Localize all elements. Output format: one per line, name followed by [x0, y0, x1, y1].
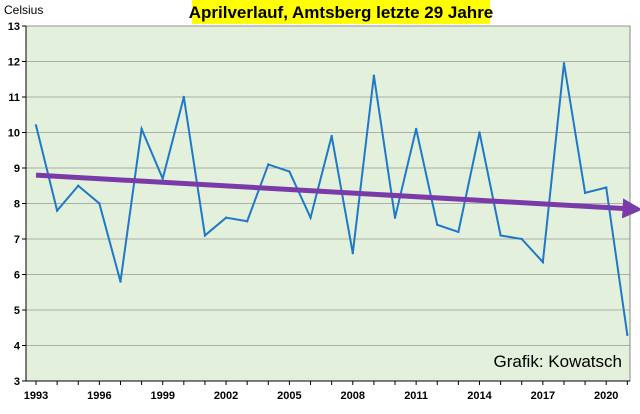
data-point-2010: [393, 216, 397, 219]
data-point-2000: [182, 95, 186, 99]
y-tick-label-12: 12: [8, 57, 20, 69]
data-point-2017: [541, 260, 545, 264]
y-tick-label-6: 6: [14, 270, 20, 282]
data-point-2003: [245, 220, 249, 223]
data-point-2020: [605, 186, 608, 189]
x-tick-label-2011: 2011: [404, 390, 428, 402]
y-tick-label-9: 9: [14, 163, 20, 175]
chart-title: Aprilverlauf, Amtsberg letzte 29 Jahre: [189, 3, 494, 22]
y-tick-label-5: 5: [14, 305, 20, 317]
data-point-2016: [520, 237, 523, 241]
y-tick-label-11: 11: [8, 92, 20, 104]
data-point-2004: [267, 163, 270, 166]
data-point-2019: [583, 191, 587, 195]
data-point-1996: [98, 202, 101, 205]
x-tick-label-2017: 2017: [531, 390, 555, 402]
x-tick-label-2014: 2014: [467, 390, 492, 402]
data-point-1998: [140, 127, 143, 131]
data-point-2007: [330, 134, 333, 138]
y-tick-label-4: 4: [14, 341, 21, 353]
y-tick-label-3: 3: [14, 376, 20, 388]
data-point-2014: [478, 131, 481, 134]
y-axis-label: Celsius: [4, 3, 43, 17]
x-tick-label-2002: 2002: [214, 390, 238, 402]
data-point-1997: [119, 280, 122, 283]
data-point-1993: [34, 124, 38, 127]
data-point-2008: [351, 252, 354, 255]
x-tick-label-1999: 1999: [150, 390, 174, 402]
data-point-2006: [309, 216, 312, 219]
data-point-2021: [626, 333, 629, 337]
x-tick-label-2008: 2008: [341, 390, 365, 402]
data-point-2018: [562, 62, 566, 65]
data-point-2009: [372, 74, 376, 77]
title-background: [192, 0, 490, 24]
x-tick-label-2020: 2020: [594, 390, 618, 402]
data-point-2001: [203, 234, 207, 237]
y-tick-label-13: 13: [8, 21, 20, 33]
y-tick-label-10: 10: [8, 128, 20, 140]
data-point-1994: [55, 209, 59, 212]
data-point-2013: [457, 230, 460, 234]
data-point-2011: [414, 127, 418, 131]
data-point-1999: [161, 177, 164, 180]
x-tick-label-1996: 1996: [87, 390, 111, 402]
x-tick-label-1993: 1993: [24, 390, 48, 402]
credit-annotation: Grafik: Kowatsch: [494, 352, 623, 371]
data-point-2002: [224, 216, 228, 219]
y-tick-label-7: 7: [14, 234, 20, 246]
x-tick-label-2005: 2005: [277, 390, 301, 402]
data-point-2005: [288, 170, 291, 173]
data-point-2015: [499, 234, 502, 237]
data-point-1995: [77, 184, 80, 187]
y-tick-label-8: 8: [14, 199, 20, 211]
trend-arrow: [35, 172, 640, 219]
data-point-2012: [436, 223, 439, 226]
